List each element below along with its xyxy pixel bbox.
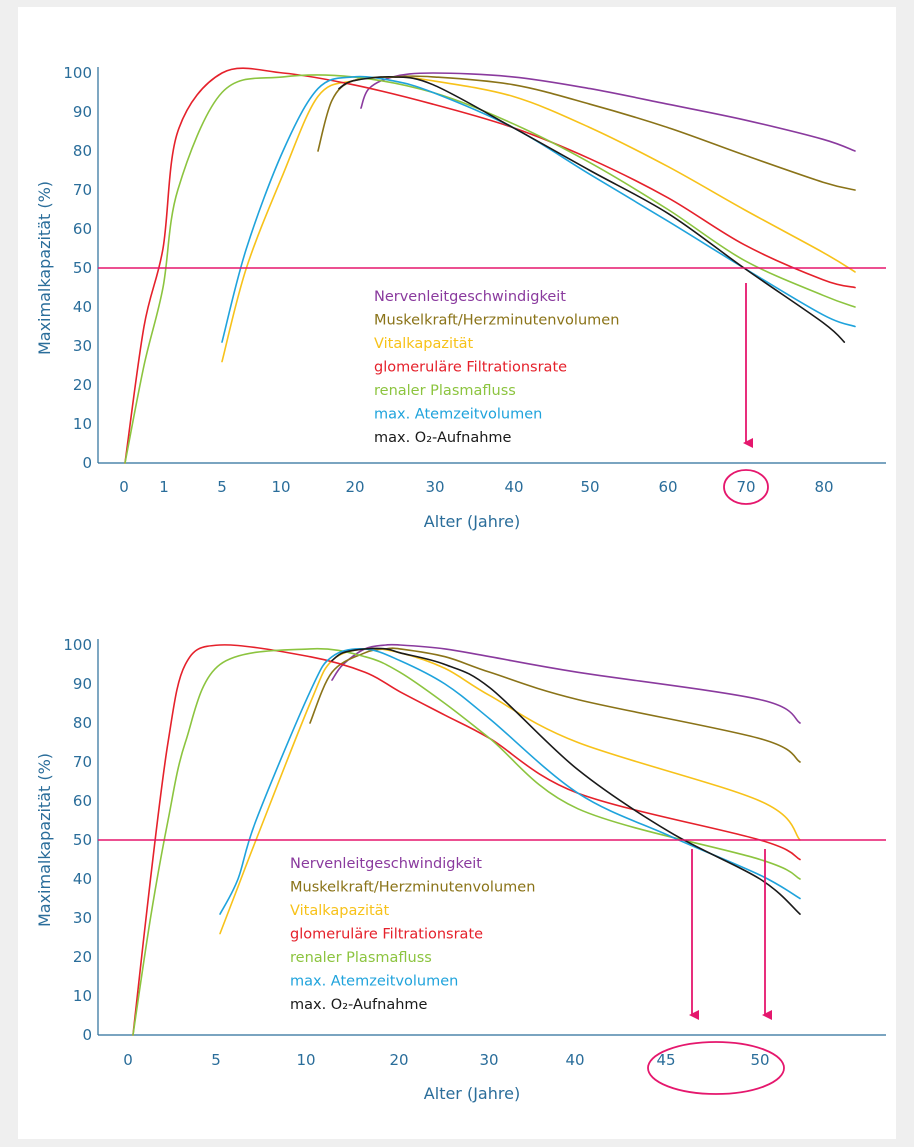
- legend-item: max. Atemzeitvolumen: [290, 974, 458, 990]
- legend-item: max. O₂-Aufnahme: [374, 430, 512, 446]
- y-tick-label: 50: [73, 831, 92, 849]
- x-tick-label: 30: [425, 478, 444, 496]
- y-tick-label: 30: [73, 337, 92, 355]
- x-tick-label: 10: [296, 1051, 315, 1069]
- series-line: [331, 643, 801, 724]
- x-tick-label: 40: [565, 1051, 584, 1069]
- legend-item: max. Atemzeitvolumen: [374, 407, 542, 423]
- series-line: [338, 75, 846, 343]
- x-tick-label: 20: [345, 478, 364, 496]
- y-tick-label: 20: [73, 376, 92, 394]
- x-tick-label: 5: [217, 478, 227, 496]
- y-tick-label: 90: [73, 103, 92, 121]
- figure-panel: [18, 7, 896, 1139]
- series-line: [309, 647, 801, 763]
- y-tick-label: 100: [63, 64, 92, 82]
- y-tick-label: 70: [73, 181, 92, 199]
- x-tick-label: 0: [123, 1051, 133, 1069]
- y-tick-label: 50: [73, 259, 92, 277]
- series-line: [219, 647, 801, 915]
- x-tick-label: 80: [814, 478, 833, 496]
- x-tick-label: 45: [656, 1051, 675, 1069]
- x-tick-label: 50: [580, 478, 599, 496]
- legend-item: renaler Plasmafluss: [290, 950, 432, 966]
- x-tick-label: 10: [271, 478, 290, 496]
- x-tick-label: 5: [211, 1051, 221, 1069]
- legend-item: Vitalkapazität: [290, 903, 390, 919]
- legend-item: glomeruläre Filtrationsrate: [290, 927, 483, 943]
- y-tick-label: 80: [73, 714, 92, 732]
- x-tick-label: 60: [658, 478, 677, 496]
- series-line: [124, 74, 856, 464]
- tick-highlight-ellipse: [723, 469, 769, 505]
- x-tick-label: 50: [750, 1051, 769, 1069]
- legend-item: Muskelkraft/Herzminutenvolumen: [374, 313, 619, 329]
- legend-item: Nervenleitgeschwindigkeit: [290, 856, 482, 872]
- x-tick-label: 40: [504, 478, 523, 496]
- legend-item: Vitalkapazität: [374, 336, 474, 352]
- x-tick-label: 20: [389, 1051, 408, 1069]
- legend-item: Muskelkraft/Herzminutenvolumen: [290, 880, 535, 896]
- series-line: [331, 647, 801, 915]
- x-axis-label: Alter (Jahre): [424, 1084, 520, 1103]
- legend-item: max. O₂-Aufnahme: [290, 997, 428, 1013]
- y-tick-label: 40: [73, 870, 92, 888]
- y-tick-label: 10: [73, 415, 92, 433]
- x-tick-label: 70: [736, 478, 755, 496]
- y-tick-label: 80: [73, 142, 92, 160]
- y-tick-label: 0: [82, 1026, 92, 1044]
- x-tick-label: 1: [159, 478, 169, 496]
- series-line: [360, 72, 856, 152]
- x-tick-label: 30: [479, 1051, 498, 1069]
- y-tick-label: 100: [63, 636, 92, 654]
- legend-item: renaler Plasmafluss: [374, 383, 516, 399]
- y-tick-label: 0: [82, 454, 92, 472]
- legend-item: Nervenleitgeschwindigkeit: [374, 289, 566, 305]
- series-line: [132, 647, 801, 1036]
- y-axis-label: Maximalkapazität (%): [35, 181, 54, 355]
- y-tick-label: 60: [73, 792, 92, 810]
- series-line: [124, 67, 856, 464]
- series-line: [221, 76, 856, 363]
- y-tick-label: 40: [73, 298, 92, 316]
- legend-item: glomeruläre Filtrationsrate: [374, 360, 567, 376]
- y-tick-label: 70: [73, 753, 92, 771]
- y-tick-label: 10: [73, 987, 92, 1005]
- x-axis-label: Alter (Jahre): [424, 512, 520, 531]
- series-line: [132, 644, 801, 1036]
- x-tick-label: 0: [119, 478, 129, 496]
- y-tick-label: 30: [73, 909, 92, 927]
- y-tick-label: 60: [73, 220, 92, 238]
- y-tick-label: 20: [73, 948, 92, 966]
- tick-highlight-ellipse: [647, 1041, 785, 1095]
- y-tick-label: 90: [73, 675, 92, 693]
- y-axis-label: Maximalkapazität (%): [35, 753, 54, 927]
